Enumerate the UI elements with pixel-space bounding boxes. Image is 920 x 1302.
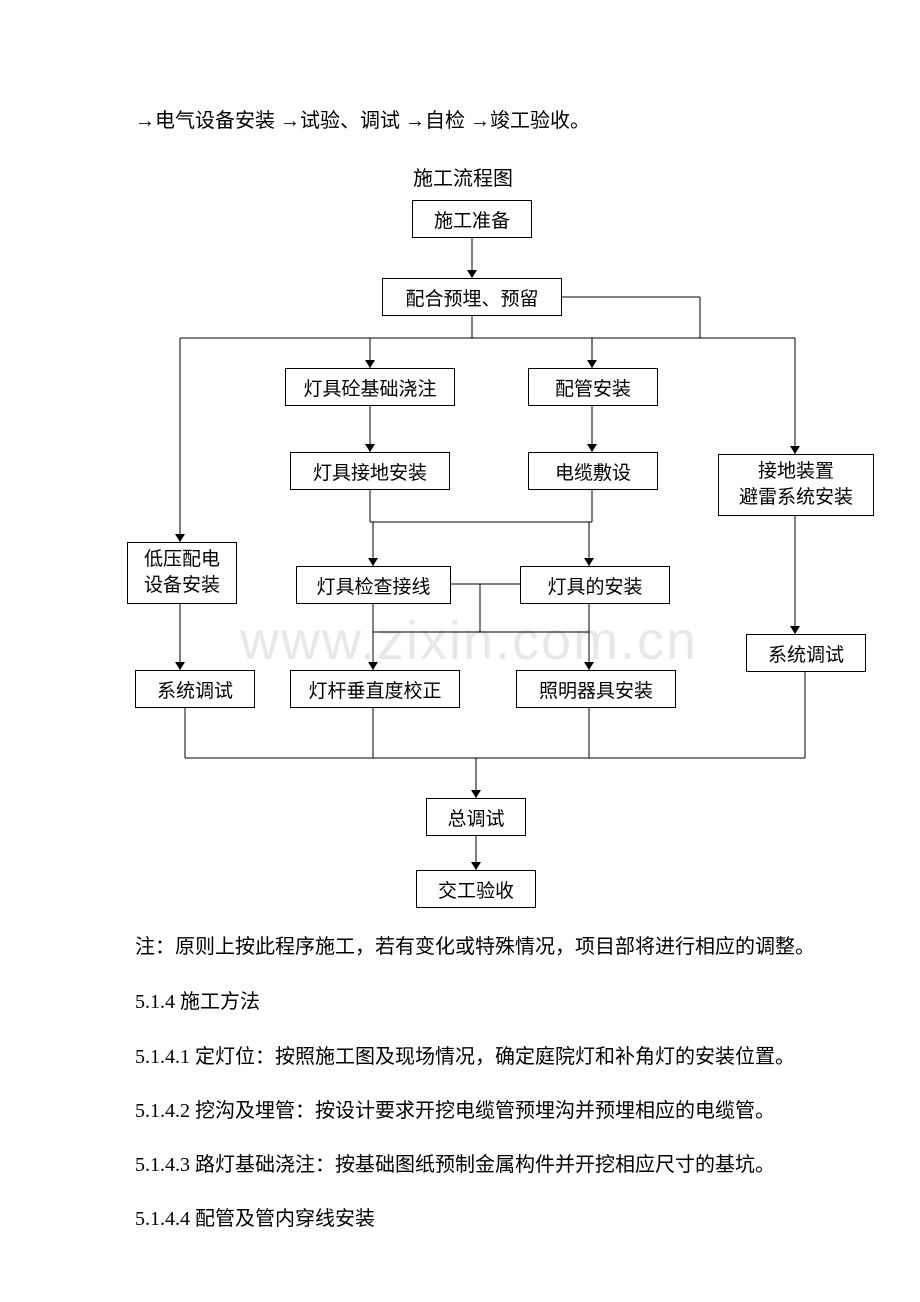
node-sys-debug-1: 系统调试 [746,634,866,672]
node-check: 灯具检查接线 [296,566,451,604]
node-sys-debug-2: 系统调试 [135,670,255,708]
sec-5142: 5.1.4.2 挖沟及埋管：按设计要求开挖电缆管预埋沟并预埋相应的电缆管。 [135,1094,775,1123]
node-prep: 施工准备 [412,200,532,238]
node-total-debug: 总调试 [426,798,526,836]
sec-514: 5.1.4 施工方法 [135,985,260,1014]
flowchart-title: 施工流程图 [413,162,513,191]
node-foundation: 灯具砼基础浇注 [285,368,455,406]
sec-5143: 5.1.4.3 路灯基础浇注：按基础图纸预制金属构件并开挖相应尺寸的基坑。 [135,1148,775,1177]
node-grounding: 接地装置避雷系统安装 [718,454,874,516]
node-lv: 低压配电设备安装 [127,542,237,604]
note-line: 注：原则上按此程序施工，若有变化或特殊情况，项目部将进行相应的调整。 [135,930,815,959]
node-install: 灯具的安装 [520,566,670,604]
sec-5141: 5.1.4.1 定灯位：按照施工图及现场情况，确定庭院灯和补角灯的安装位置。 [135,1040,795,1069]
intro-line: →电气设备安装 →试验、调试 →自检 →竣工验收。 [135,104,590,133]
node-earth: 灯具接地安装 [290,452,450,490]
watermark: www.zixin.com.cn [240,610,698,672]
node-lighting: 照明器具安装 [516,670,676,708]
node-vertical: 灯杆垂直度校正 [290,670,460,708]
node-acceptance: 交工验收 [416,870,536,908]
node-pipe: 配管安装 [528,368,658,406]
sec-5144: 5.1.4.4 配管及管内穿线安装 [135,1202,375,1231]
page: www.zixin.com.cn →电气设备安装 →试验、调试 →自检 →竣工验… [0,0,920,1302]
node-embed: 配合预埋、预留 [382,278,562,316]
node-cable: 电缆敷设 [528,452,658,490]
